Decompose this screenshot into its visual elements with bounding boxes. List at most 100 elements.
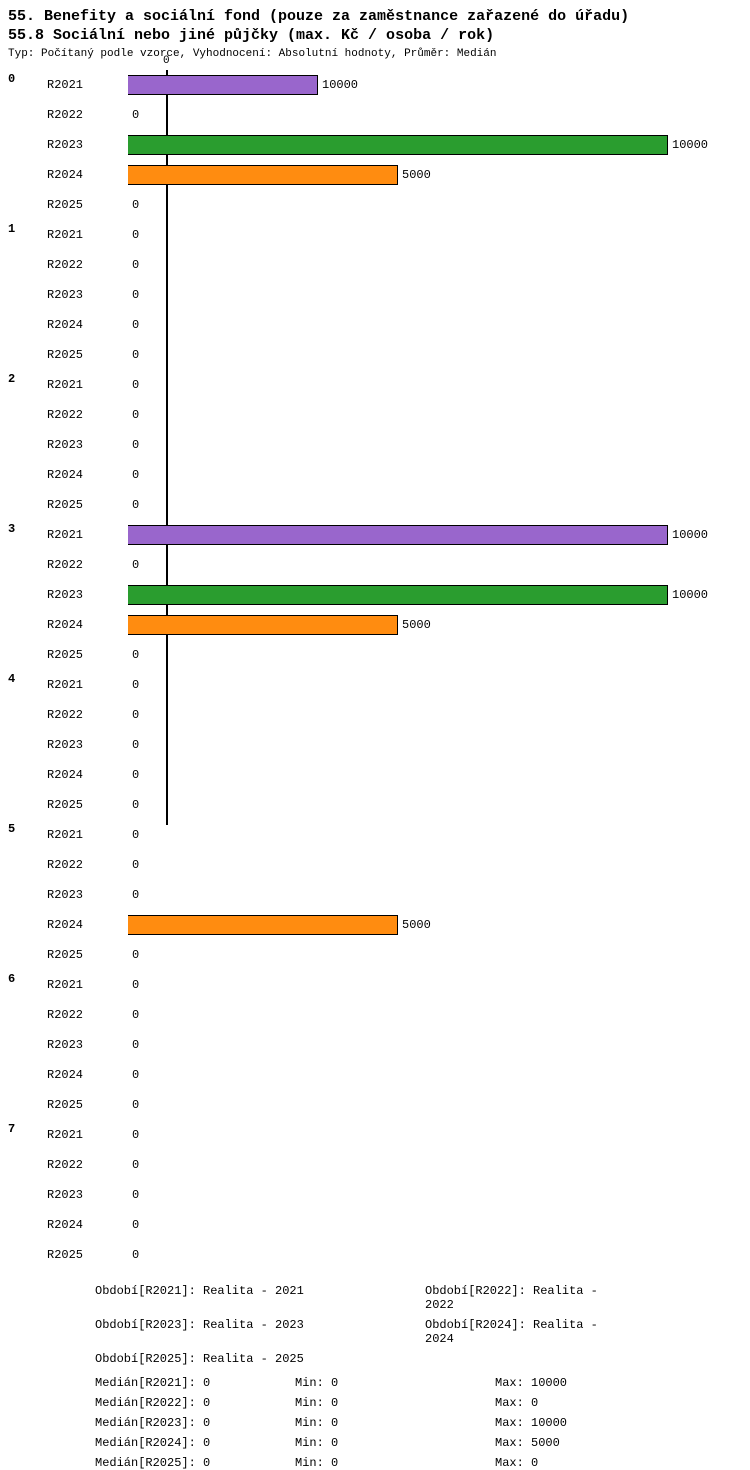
value-bar[interactable] — [128, 585, 668, 605]
stats-median: Medián[R2024]: 0 — [95, 1436, 295, 1450]
bar-value-label: 5000 — [402, 918, 431, 932]
data-row[interactable]: R2025 0 — [33, 340, 750, 370]
bar-value-label: 0 — [132, 288, 139, 302]
stats-median: Medián[R2023]: 0 — [95, 1416, 295, 1430]
year-label: R2021 — [33, 78, 128, 92]
data-row[interactable]: R2024 0 — [33, 760, 750, 790]
data-row[interactable]: R2022 0 — [33, 1150, 750, 1180]
bar-value-label: 0 — [132, 738, 139, 752]
data-row[interactable]: R2021 0 — [33, 670, 750, 700]
bar-value-label: 0 — [132, 1068, 139, 1082]
stats-row: Medián[R2021]: 0 Min: 0 Max: 10000 — [95, 1376, 750, 1390]
year-label: R2023 — [33, 288, 128, 302]
year-label: R2025 — [33, 198, 128, 212]
data-row[interactable]: R2021 10000 — [33, 70, 750, 100]
year-label: R2021 — [33, 678, 128, 692]
chart-title-2: 55.8 Sociální nebo jiné půjčky (max. Kč … — [8, 27, 742, 44]
legend-item: Období[R2021]: Realita - 2021 — [95, 1284, 425, 1312]
stats-max: Max: 10000 — [495, 1416, 695, 1430]
group-index-label-1: 1 — [8, 220, 33, 236]
data-row[interactable]: R2023 0 — [33, 730, 750, 760]
data-row[interactable]: R2022 0 — [33, 1000, 750, 1030]
data-row[interactable]: R2024 0 — [33, 1210, 750, 1240]
value-bar[interactable] — [128, 615, 398, 635]
data-row[interactable]: R2021 0 — [33, 820, 750, 850]
data-row[interactable]: R2021 0 — [33, 1120, 750, 1150]
bar-wrap: 10000 — [128, 75, 358, 95]
stats-row: Medián[R2024]: 0 Min: 0 Max: 5000 — [95, 1436, 750, 1450]
data-row[interactable]: R2023 0 — [33, 880, 750, 910]
data-row[interactable]: R2021 0 — [33, 220, 750, 250]
data-row[interactable]: R2025 0 — [33, 490, 750, 520]
group-list: 0 R2021 10000 R2022 0 R2023 — [8, 70, 750, 1270]
stats-row: Medián[R2022]: 0 Min: 0 Max: 0 — [95, 1396, 750, 1410]
stats-median: Medián[R2021]: 0 — [95, 1376, 295, 1390]
group-row-7: 7 R2021 0 R2022 0 R2023 0 R2024 0 R2025 0 — [8, 1120, 750, 1270]
bar-value-label: 0 — [132, 1158, 139, 1172]
bar-value-label: 10000 — [322, 78, 358, 92]
year-label: R2021 — [33, 228, 128, 242]
data-row[interactable]: R2022 0 — [33, 850, 750, 880]
data-row[interactable]: R2024 0 — [33, 310, 750, 340]
data-row[interactable]: R2025 0 — [33, 1090, 750, 1120]
stats-min: Min: 0 — [295, 1416, 495, 1430]
data-row[interactable]: R2024 5000 — [33, 160, 750, 190]
data-row[interactable]: R2023 0 — [33, 1180, 750, 1210]
group-row-0: 0 R2021 10000 R2022 0 R2023 — [8, 70, 750, 220]
data-row[interactable]: R2022 0 — [33, 250, 750, 280]
data-row[interactable]: R2023 10000 — [33, 580, 750, 610]
group-subrows-7: R2021 0 R2022 0 R2023 0 R2024 0 R2025 0 — [33, 1120, 750, 1270]
data-row[interactable]: R2025 0 — [33, 640, 750, 670]
year-label: R2025 — [33, 948, 128, 962]
bar-value-label: 0 — [132, 678, 139, 692]
data-row[interactable]: R2021 0 — [33, 970, 750, 1000]
data-row[interactable]: R2025 0 — [33, 1240, 750, 1270]
legend-row: Období[R2025]: Realita - 2025 — [95, 1352, 750, 1366]
bar-value-label: 0 — [132, 468, 139, 482]
group-row-2: 2 R2021 0 R2022 0 R2023 0 R2024 0 R2025 0 — [8, 370, 750, 520]
stats-min: Min: 0 — [295, 1436, 495, 1450]
data-row[interactable]: R2023 0 — [33, 430, 750, 460]
year-label: R2024 — [33, 618, 128, 632]
data-row[interactable]: R2023 0 — [33, 1030, 750, 1060]
data-row[interactable]: R2024 0 — [33, 460, 750, 490]
data-row[interactable]: R2022 0 — [33, 700, 750, 730]
year-label: R2022 — [33, 1008, 128, 1022]
data-row[interactable]: R2024 0 — [33, 1060, 750, 1090]
data-row[interactable]: R2022 0 — [33, 550, 750, 580]
data-row[interactable]: R2022 0 — [33, 400, 750, 430]
year-label: R2022 — [33, 1158, 128, 1172]
year-label: R2023 — [33, 738, 128, 752]
group-subrows-1: R2021 0 R2022 0 R2023 0 R2024 0 R2025 0 — [33, 220, 750, 370]
bar-value-label: 10000 — [672, 588, 708, 602]
bar-value-label: 0 — [132, 498, 139, 512]
data-row[interactable]: R2022 0 — [33, 100, 750, 130]
chart-header: 55. Benefity a sociální fond (pouze za z… — [0, 0, 750, 64]
bar-value-label: 0 — [132, 258, 139, 272]
value-bar[interactable] — [128, 915, 398, 935]
data-row[interactable]: R2021 10000 — [33, 520, 750, 550]
data-row[interactable]: R2023 0 — [33, 280, 750, 310]
data-row[interactable]: R2025 0 — [33, 940, 750, 970]
data-row[interactable]: R2021 0 — [33, 370, 750, 400]
group-row-5: 5 R2021 0 R2022 0 R2023 0 R2024 5000 R2025 0 — [8, 820, 750, 970]
stats-max: Max: 0 — [495, 1456, 695, 1470]
value-bar[interactable] — [128, 525, 668, 545]
data-row[interactable]: R2025 0 — [33, 790, 750, 820]
group-subrows-6: R2021 0 R2022 0 R2023 0 R2024 0 R2025 0 — [33, 970, 750, 1120]
year-label: R2023 — [33, 1038, 128, 1052]
data-row[interactable]: R2024 5000 — [33, 610, 750, 640]
data-row[interactable]: R2025 0 — [33, 190, 750, 220]
year-label: R2025 — [33, 498, 128, 512]
year-label: R2024 — [33, 1068, 128, 1082]
year-label: R2025 — [33, 1098, 128, 1112]
value-bar[interactable] — [128, 165, 398, 185]
bar-value-label: 5000 — [402, 618, 431, 632]
bar-value-label: 0 — [132, 108, 139, 122]
value-bar[interactable] — [128, 75, 318, 95]
data-row[interactable]: R2024 5000 — [33, 910, 750, 940]
stats-min: Min: 0 — [295, 1376, 495, 1390]
bar-value-label: 0 — [132, 558, 139, 572]
data-row[interactable]: R2023 10000 — [33, 130, 750, 160]
value-bar[interactable] — [128, 135, 668, 155]
